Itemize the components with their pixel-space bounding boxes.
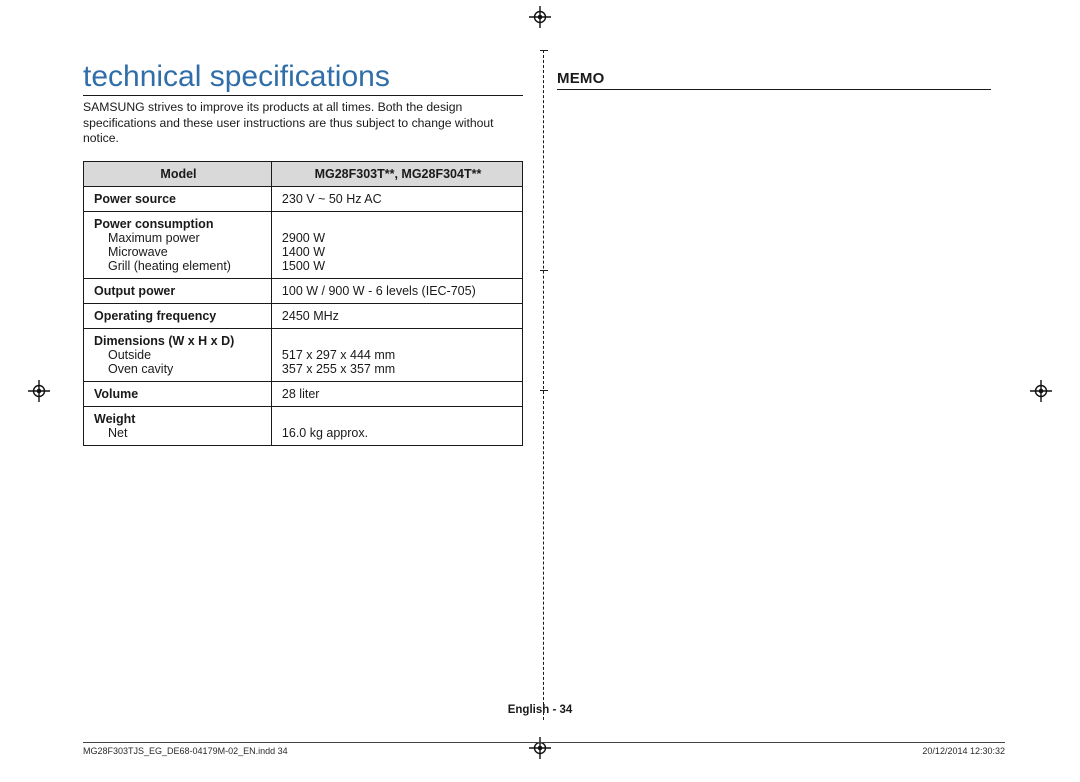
row-sublabel: Net xyxy=(94,426,263,440)
left-column: technical specifications SAMSUNG strives… xyxy=(83,60,537,680)
intro-paragraph: SAMSUNG strives to improve its products … xyxy=(83,100,523,147)
right-column: MEMO xyxy=(537,60,991,680)
source-file-label: MG28F303TJS_EG_DE68-04179M-02_EN.indd 34 xyxy=(83,746,288,756)
row-value xyxy=(282,217,285,231)
row-sublabel: Oven cavity xyxy=(94,362,263,376)
row-label: Volume xyxy=(94,387,263,401)
row-label: Power source xyxy=(94,192,263,206)
row-value: 2450 MHz xyxy=(271,303,522,328)
table-row: Dimensions (W x H x D) Outside Oven cavi… xyxy=(84,328,523,381)
row-sublabel: Grill (heating element) xyxy=(94,259,263,273)
table-row: Power consumption Maximum power Microwav… xyxy=(84,211,523,278)
row-value xyxy=(282,412,285,426)
row-subvalue: 1400 W xyxy=(282,245,325,259)
row-subvalue: 1500 W xyxy=(282,259,325,273)
page-number: English - 34 xyxy=(0,704,1080,716)
table-header-models: MG28F303T**, MG28F304T** xyxy=(271,161,522,186)
table-row: Operating frequency 2450 MHz xyxy=(84,303,523,328)
registration-mark-icon xyxy=(28,380,50,402)
row-value xyxy=(282,334,285,348)
row-label: Weight xyxy=(94,412,263,426)
row-sublabel: Maximum power xyxy=(94,231,263,245)
row-subvalue: 16.0 kg approx. xyxy=(282,426,368,440)
table-row: Power source 230 V ~ 50 Hz AC xyxy=(84,186,523,211)
row-value: 28 liter xyxy=(271,381,522,406)
table-header-model: Model xyxy=(84,161,272,186)
row-label: Dimensions (W x H x D) xyxy=(94,334,263,348)
row-subvalue: 2900 W xyxy=(282,231,325,245)
row-value: 230 V ~ 50 Hz AC xyxy=(271,186,522,211)
page-fold-line xyxy=(543,50,544,720)
two-column-spread: technical specifications SAMSUNG strives… xyxy=(83,60,1005,680)
print-footer: MG28F303TJS_EG_DE68-04179M-02_EN.indd 34… xyxy=(83,742,1005,756)
memo-heading: MEMO xyxy=(557,70,991,90)
row-subvalue: 357 x 255 x 357 mm xyxy=(282,362,395,376)
row-sublabel: Microwave xyxy=(94,245,263,259)
section-title: technical specifications xyxy=(83,60,523,96)
spec-table: Model MG28F303T**, MG28F304T** Power sou… xyxy=(83,161,523,446)
table-row: Output power 100 W / 900 W - 6 levels (I… xyxy=(84,278,523,303)
table-header-row: Model MG28F303T**, MG28F304T** xyxy=(84,161,523,186)
row-subvalue: 517 x 297 x 444 mm xyxy=(282,348,395,362)
row-label: Output power xyxy=(94,284,263,298)
registration-mark-icon xyxy=(529,6,551,28)
print-timestamp: 20/12/2014 12:30:32 xyxy=(922,746,1005,756)
row-label: Power consumption xyxy=(94,217,263,231)
registration-mark-icon xyxy=(1030,380,1052,402)
table-row: Weight Net 16.0 kg approx. xyxy=(84,406,523,445)
table-row: Volume 28 liter xyxy=(84,381,523,406)
document-page: technical specifications SAMSUNG strives… xyxy=(0,0,1080,782)
row-value: 100 W / 900 W - 6 levels (IEC-705) xyxy=(271,278,522,303)
row-sublabel: Outside xyxy=(94,348,263,362)
row-label: Operating frequency xyxy=(94,309,263,323)
